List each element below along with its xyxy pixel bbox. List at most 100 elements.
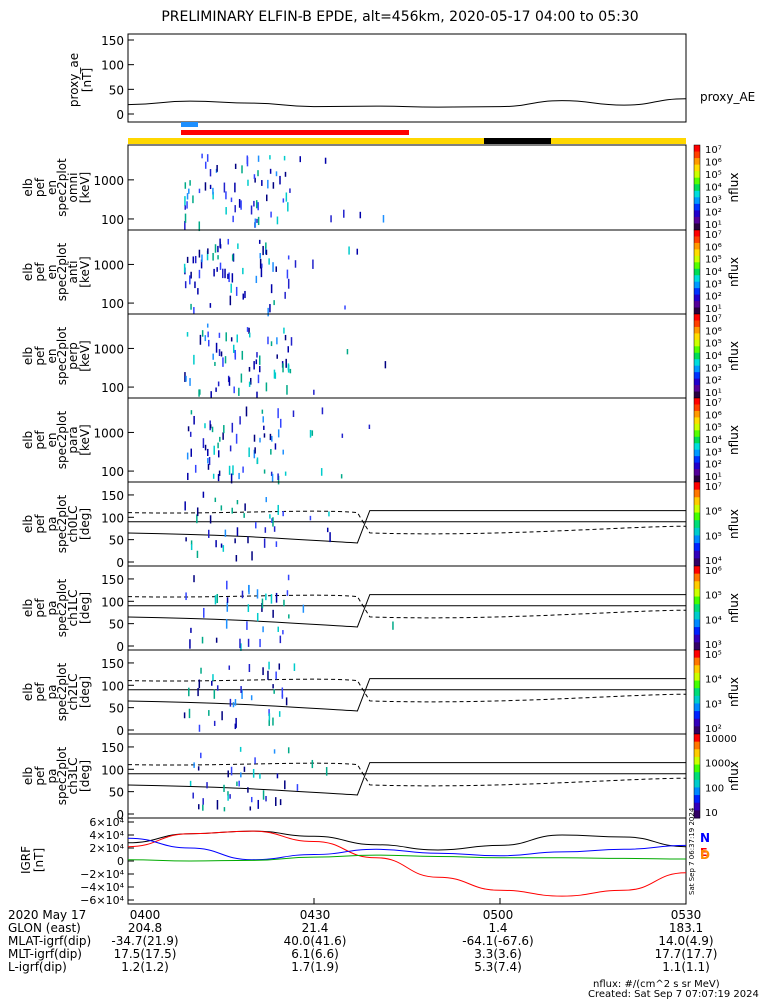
panel-ytick-label: 0 — [116, 808, 124, 822]
flux-mark — [270, 341, 273, 347]
flux-mark — [228, 272, 230, 283]
flux-mark — [225, 618, 228, 629]
flux-mark — [254, 447, 256, 454]
flux-mark — [234, 205, 236, 213]
flux-mark — [326, 527, 329, 533]
panel-ylabel-0: elb — [21, 515, 35, 533]
flux-mark — [277, 626, 279, 632]
flux-mark — [220, 543, 223, 548]
colorbar-segment — [694, 550, 700, 559]
flux-mark — [261, 180, 263, 186]
flux-mark — [237, 243, 239, 249]
flux-mark — [270, 448, 272, 455]
xaxis-value: 1.2(1.2) — [121, 960, 169, 974]
flux-mark — [289, 188, 291, 193]
flux-mark — [265, 249, 268, 255]
flux-mark — [184, 213, 187, 223]
flux-mark — [256, 391, 258, 399]
flux-mark — [202, 798, 204, 805]
panel-ytick-label: 100 — [101, 763, 124, 777]
colorbar-tick-label: 10² — [705, 376, 722, 387]
flux-mark — [215, 637, 218, 643]
panel-ylabel-3: spec2plot — [55, 326, 69, 385]
colorbar-segment — [694, 520, 700, 529]
colorbar-segment — [694, 497, 700, 506]
colorbar-tick-label: 10⁶ — [705, 410, 722, 421]
xaxis-row-label: MLAT-igrf(dip) — [8, 934, 91, 948]
panel-ytick-label: 150 — [101, 489, 124, 503]
panel-frame — [127, 313, 687, 399]
panel-ylabel-3: spec2plot — [55, 242, 69, 301]
flux-mark — [273, 300, 275, 306]
colorbar-segment — [694, 372, 700, 380]
flux-mark — [270, 594, 273, 604]
flux-mark — [184, 196, 186, 206]
igrf-ytick-label: 2×10⁴ — [89, 842, 124, 855]
igrf-ytick-label: −4×10⁴ — [80, 881, 124, 894]
xaxis-value: 183.1 — [669, 921, 703, 935]
flux-mark — [219, 436, 221, 442]
panel-ylabel-5: [keV] — [78, 424, 92, 455]
flux-mark — [276, 354, 278, 359]
colorbar-segment — [694, 810, 700, 819]
colorbar-label: nflux — [727, 593, 741, 623]
flux-mark — [289, 368, 292, 374]
flux-mark — [274, 443, 277, 450]
flux-mark — [184, 182, 187, 189]
flux-mark — [230, 337, 233, 342]
flux-mark — [246, 155, 249, 165]
flux-mark — [259, 253, 261, 259]
panel-frame — [127, 649, 687, 735]
xaxis-value: 40.0(41.6) — [284, 934, 347, 948]
flux-mark — [247, 787, 249, 793]
colorbar-segment — [694, 462, 700, 470]
flux-mark — [256, 589, 259, 599]
flux-mark — [186, 452, 189, 460]
colorbar-segment — [694, 346, 700, 354]
colorbar-tick-label: 10⁵ — [705, 531, 722, 542]
flux-mark — [273, 526, 276, 532]
panel-ylabel-2: pa — [45, 517, 59, 532]
colorbar-label: nflux — [727, 173, 741, 203]
flux-mark — [282, 511, 284, 517]
flux-mark — [190, 448, 193, 457]
flux-mark — [212, 353, 214, 360]
flux-mark — [204, 423, 206, 429]
flux-mark — [324, 157, 327, 164]
colorbar-tick-label: 10⁴ — [705, 267, 722, 278]
colorbar-segment — [694, 535, 700, 544]
flux-mark — [240, 200, 242, 210]
flux-mark — [239, 746, 242, 752]
flux-mark — [230, 473, 233, 484]
panel-ytick-label: 1000 — [93, 426, 124, 440]
flux-mark — [214, 244, 217, 253]
flux-mark — [189, 431, 192, 437]
pa-loss-cone-dashed — [127, 594, 687, 619]
flux-mark — [247, 638, 250, 647]
flux-mark — [232, 702, 235, 708]
flux-mark — [260, 267, 263, 278]
flux-mark — [277, 473, 279, 480]
flux-mark — [293, 663, 296, 671]
igrf-green-line — [127, 854, 687, 862]
flux-mark — [312, 259, 314, 269]
flux-mark — [197, 766, 200, 771]
panel-ylabel-0: elb — [21, 431, 35, 449]
flux-mark — [232, 215, 234, 223]
flux-mark — [284, 334, 287, 341]
flux-mark — [294, 260, 297, 268]
flux-mark — [270, 211, 272, 218]
xaxis-row-label: 2020 May 17 — [8, 908, 86, 922]
flux-mark — [275, 671, 277, 680]
colorbar-segment — [694, 456, 700, 464]
flux-mark — [261, 263, 263, 268]
flux-mark — [228, 465, 231, 475]
flux-mark — [214, 361, 216, 366]
colorbar-tick-label: 10⁴ — [705, 675, 722, 686]
colorbar-segment — [694, 391, 700, 399]
colorbar-tick-label: 10⁵ — [705, 591, 722, 602]
xaxis-value: 3.3(3.6) — [474, 947, 522, 961]
status-bar-red — [181, 130, 409, 135]
flux-mark — [268, 719, 270, 726]
